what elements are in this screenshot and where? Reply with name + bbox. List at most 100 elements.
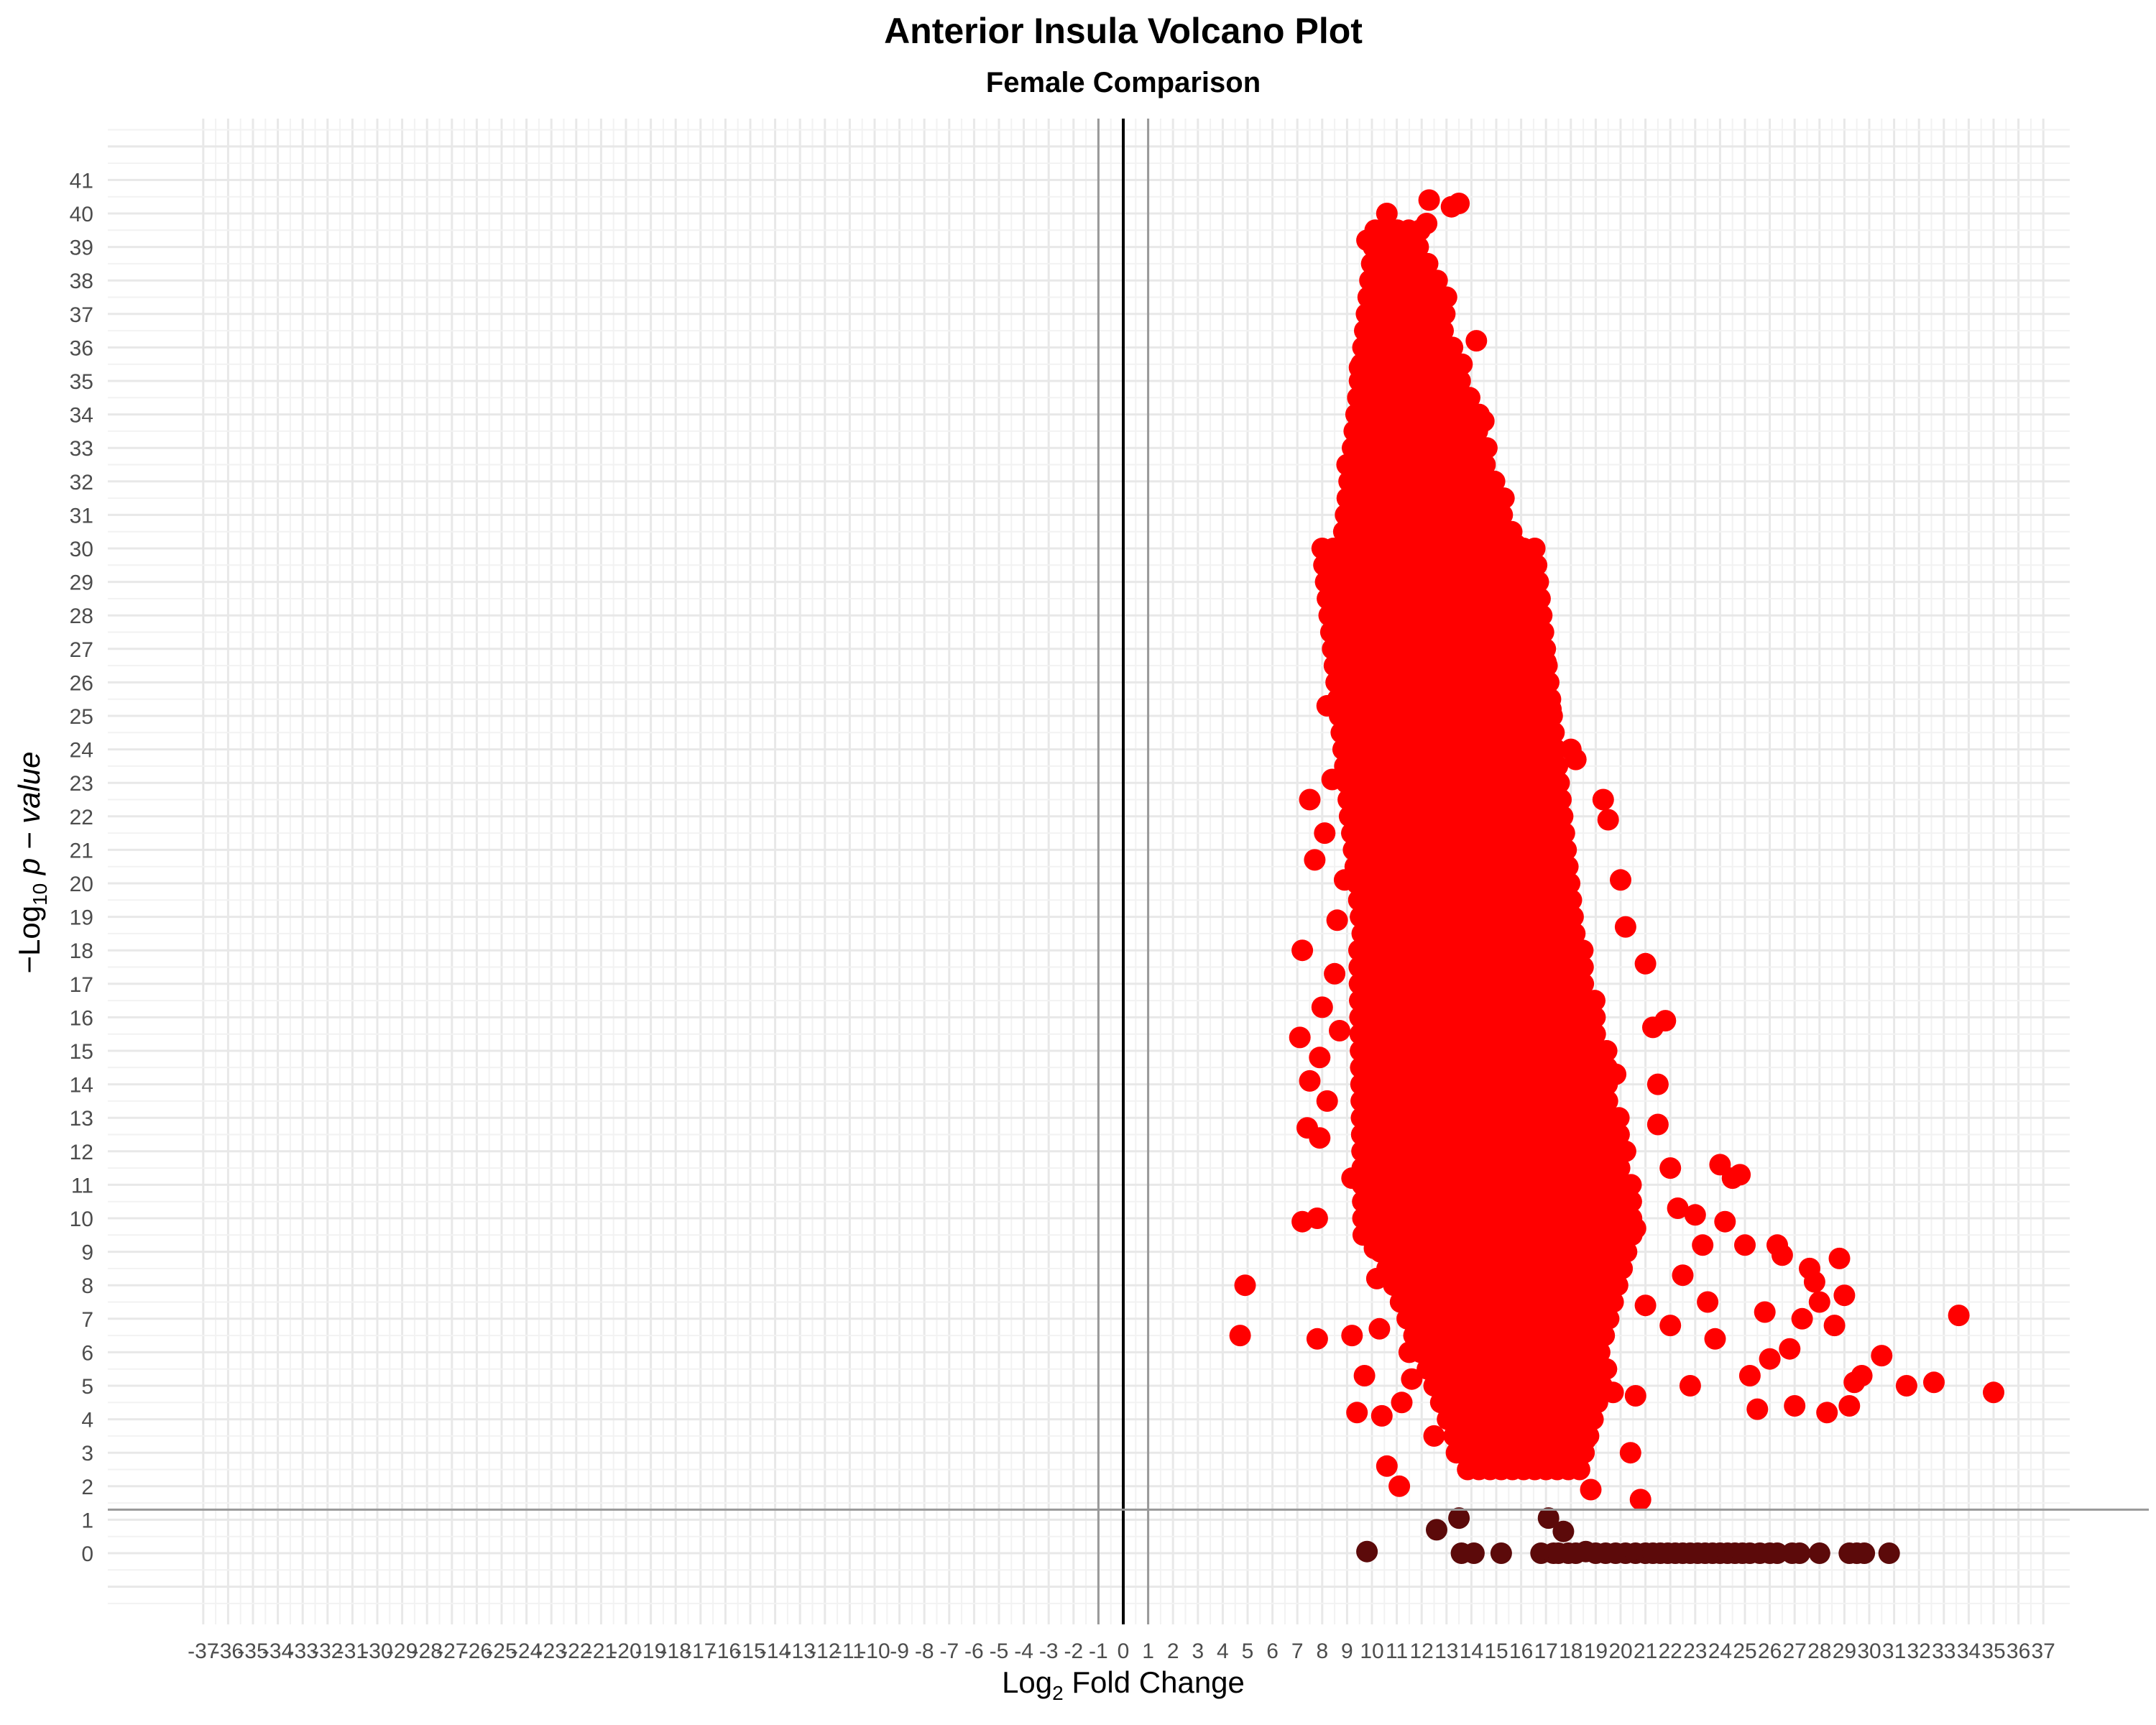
significant-point	[1543, 722, 1565, 744]
significant-point	[1659, 1157, 1682, 1179]
significant-point	[1373, 393, 1396, 415]
significant-point	[1554, 1341, 1577, 1363]
y-tick-label: 5	[81, 1375, 93, 1399]
x-axis-label: Log2 Fold Change	[1002, 1665, 1245, 1704]
significant-point	[1291, 939, 1314, 962]
x-tick-label: -33	[287, 1639, 318, 1663]
non-significant-point	[1537, 1507, 1560, 1530]
significant-point	[1714, 1210, 1736, 1233]
significant-point	[1729, 1164, 1751, 1186]
x-tick-label: 25	[1733, 1639, 1756, 1663]
significant-point	[1597, 809, 1619, 831]
significant-point	[1608, 1123, 1630, 1146]
x-tick-label: -26	[461, 1639, 492, 1663]
x-tick-label: -4	[1014, 1639, 1033, 1663]
significant-point	[1808, 1291, 1830, 1313]
non-significant-point	[1766, 1542, 1788, 1564]
significant-point	[1430, 1338, 1452, 1360]
x-tick-label: 26	[1758, 1639, 1782, 1663]
x-tick-label: -2	[1064, 1639, 1083, 1663]
significant-point	[1754, 1301, 1776, 1323]
significant-point	[1672, 1264, 1694, 1287]
significant-point	[1588, 1341, 1611, 1363]
significant-point	[1351, 1057, 1373, 1079]
x-tick-label: -27	[436, 1639, 467, 1663]
significant-point	[1348, 356, 1370, 379]
x-tick-label: -21	[586, 1639, 617, 1663]
significant-point	[1529, 587, 1551, 610]
significant-point	[1383, 1167, 1406, 1190]
chart-title: Anterior Insula Volcano Plot	[884, 11, 1363, 51]
significant-point	[1584, 990, 1606, 1012]
y-tick-label: 8	[81, 1274, 93, 1298]
x-tick-label: 5	[1242, 1639, 1254, 1663]
significant-point	[1448, 193, 1470, 214]
significant-point	[1432, 320, 1454, 342]
significant-point	[1634, 952, 1657, 975]
significant-point	[1416, 252, 1439, 275]
significant-point	[1386, 437, 1408, 459]
significant-point	[1311, 996, 1333, 1018]
significant-point	[1697, 1291, 1719, 1313]
significant-point	[1779, 1338, 1801, 1360]
x-tick-label: 32	[1907, 1639, 1931, 1663]
x-tick-label: 17	[1534, 1639, 1558, 1663]
significant-point	[1646, 1073, 1669, 1095]
y-axis-ticks: 0123456789101112131415161718192021222324…	[70, 169, 93, 1566]
x-tick-label: 0	[1118, 1639, 1130, 1663]
x-tick-label: -7	[939, 1639, 959, 1663]
x-tick-label: -11	[835, 1639, 865, 1663]
significant-point	[1602, 1381, 1624, 1404]
x-tick-label: -15	[734, 1639, 765, 1663]
significant-point	[1816, 1402, 1838, 1424]
y-tick-label: 13	[70, 1107, 93, 1131]
significant-point	[1356, 229, 1378, 252]
significant-point	[1518, 1412, 1539, 1434]
significant-point	[1510, 594, 1532, 617]
significant-point	[1524, 538, 1546, 559]
significant-point	[1791, 1307, 1813, 1330]
significant-point	[1871, 1345, 1893, 1367]
x-tick-label: -1	[1089, 1639, 1108, 1663]
x-tick-label: -19	[635, 1639, 666, 1663]
significant-point	[1376, 203, 1398, 224]
y-tick-label: 37	[70, 303, 93, 327]
significant-point	[1851, 1365, 1873, 1386]
significant-point	[1510, 1060, 1532, 1082]
significant-point	[1393, 249, 1415, 272]
y-tick-label: 16	[70, 1006, 93, 1030]
significant-point	[1833, 1284, 1856, 1307]
significant-point	[1803, 1271, 1825, 1293]
y-tick-label: 19	[70, 906, 93, 930]
significant-point	[1498, 1388, 1520, 1410]
significant-point	[1535, 651, 1557, 673]
y-tick-label: 32	[70, 471, 93, 494]
significant-point	[1391, 1392, 1413, 1414]
y-tick-label: 26	[70, 671, 93, 695]
y-tick-label: 22	[70, 806, 93, 829]
x-tick-label: 7	[1291, 1639, 1304, 1663]
x-tick-label: 18	[1559, 1639, 1583, 1663]
significant-point	[1520, 1137, 1542, 1159]
x-tick-label: 1	[1142, 1639, 1154, 1663]
significant-point	[1738, 1365, 1761, 1386]
significant-point	[1522, 1358, 1544, 1380]
significant-point	[1341, 1167, 1363, 1190]
y-tick-label: 18	[70, 939, 93, 963]
significant-point	[1948, 1305, 1970, 1327]
significant-point	[1895, 1375, 1917, 1397]
significant-point	[1370, 1404, 1393, 1427]
significant-point	[1229, 1325, 1251, 1347]
y-tick-label: 35	[70, 370, 93, 394]
significant-point	[1610, 869, 1631, 891]
significant-point	[1784, 1395, 1806, 1417]
x-tick-label: 10	[1360, 1639, 1383, 1663]
significant-point	[1438, 893, 1460, 914]
x-tick-label: 19	[1584, 1639, 1608, 1663]
x-tick-label: 36	[2007, 1639, 2030, 1663]
x-tick-label: 11	[1386, 1639, 1408, 1663]
x-tick-label: 21	[1634, 1639, 1657, 1663]
x-tick-label: 3	[1192, 1639, 1204, 1663]
